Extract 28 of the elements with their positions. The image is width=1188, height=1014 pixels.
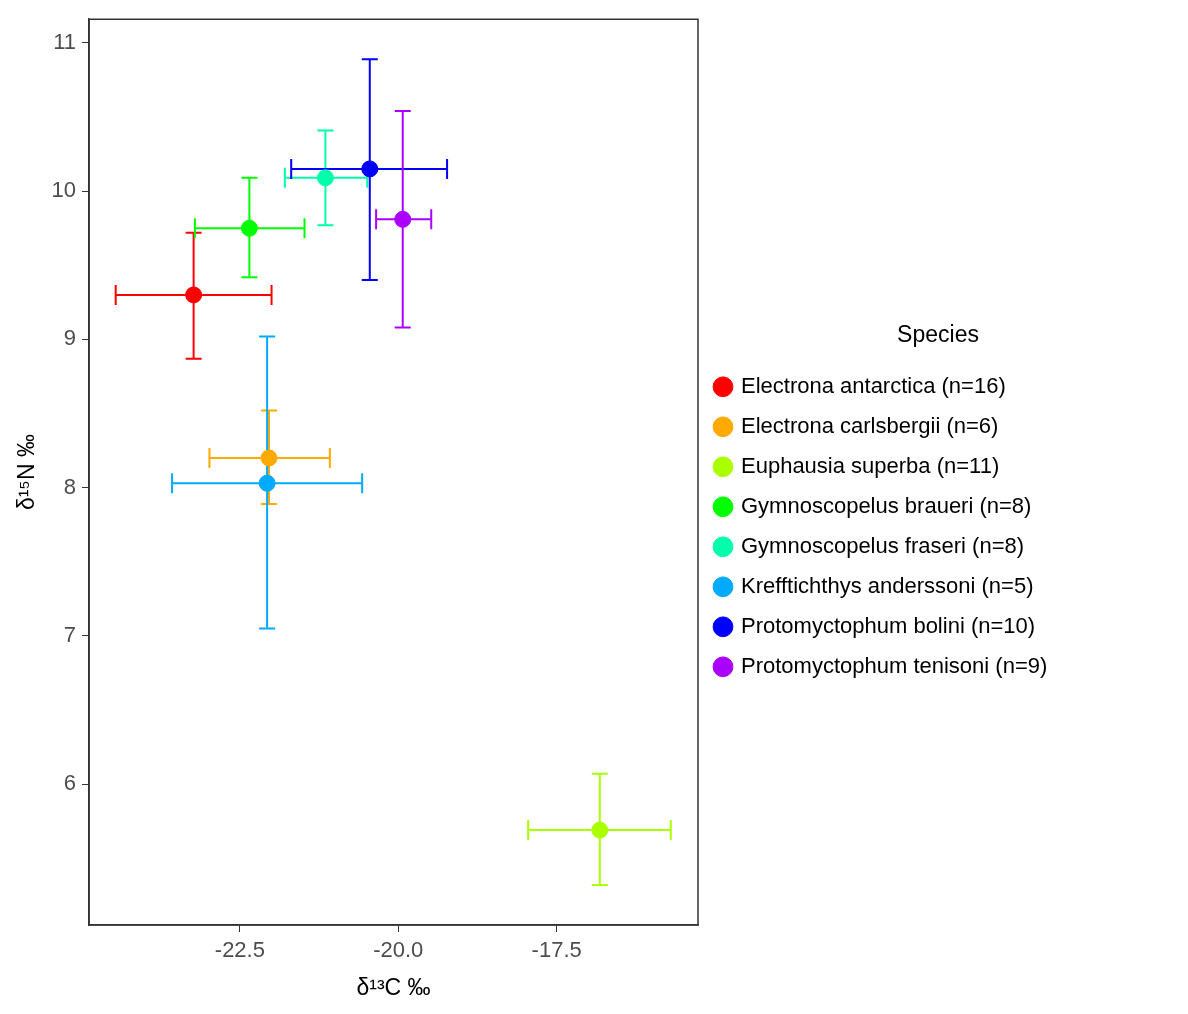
point xyxy=(591,821,609,839)
y-tick-label: 10 xyxy=(51,177,77,203)
point xyxy=(316,169,334,187)
x-tick-label: -20.0 xyxy=(373,937,424,963)
y-tick-label: 11 xyxy=(53,28,77,54)
y-tick-label: 8 xyxy=(63,473,77,499)
legend-label: Euphausia superba (n=11) xyxy=(741,452,1000,478)
point xyxy=(185,286,203,304)
y-axis-title: δ¹⁵N ‰ xyxy=(13,434,40,511)
point xyxy=(394,210,412,228)
x-axis-title: δ¹³C ‰ xyxy=(356,973,431,1000)
point xyxy=(361,160,379,178)
point xyxy=(240,219,258,237)
legend-label: Protomyctophum bolini (n=10) xyxy=(741,612,1036,638)
legend-label: Electrona antarctica (n=16) xyxy=(741,372,1006,398)
x-tick-label: -22.5 xyxy=(214,937,265,963)
point xyxy=(260,449,278,467)
legend-title: Species xyxy=(897,321,979,348)
legend-label: Protomyctophum tenisoni (n=9) xyxy=(741,652,1048,678)
legend-label: Gymnoscopelus fraseri (n=8) xyxy=(741,532,1025,558)
legend-label: Gymnoscopelus braueri (n=8) xyxy=(741,492,1032,518)
y-tick-label: 6 xyxy=(63,770,77,796)
x-tick-label: -17.5 xyxy=(531,937,582,963)
y-tick-label: 9 xyxy=(63,325,77,351)
y-tick-label: 7 xyxy=(63,621,77,647)
point xyxy=(258,474,276,492)
legend-label: Electrona carlsbergii (n=6) xyxy=(741,412,999,438)
legend-label: Krefftichthys anderssoni (n=5) xyxy=(741,572,1034,598)
